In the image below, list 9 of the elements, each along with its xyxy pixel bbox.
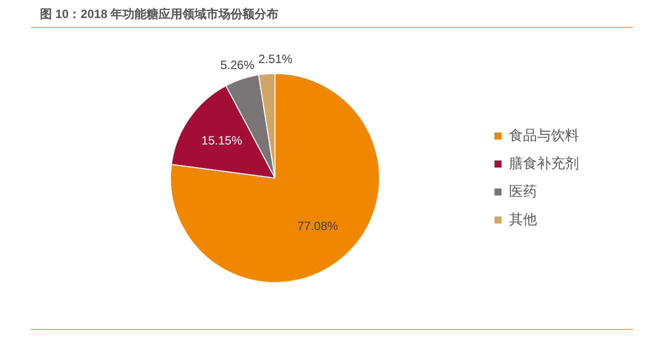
chart-title: 图 10：2018 年功能糖应用领域市场份额分布 bbox=[40, 6, 279, 23]
data-label: 15.15% bbox=[201, 133, 242, 148]
legend-label: 膳食补充剂 bbox=[509, 154, 579, 171]
data-label: 77.08% bbox=[297, 219, 338, 234]
legend-label: 食品与饮料 bbox=[509, 126, 579, 143]
data-label: 5.26% bbox=[220, 58, 255, 72]
legend-label: 医药 bbox=[509, 182, 537, 199]
data-label: 2.51% bbox=[258, 52, 293, 66]
legend-label: 其他 bbox=[509, 210, 537, 227]
